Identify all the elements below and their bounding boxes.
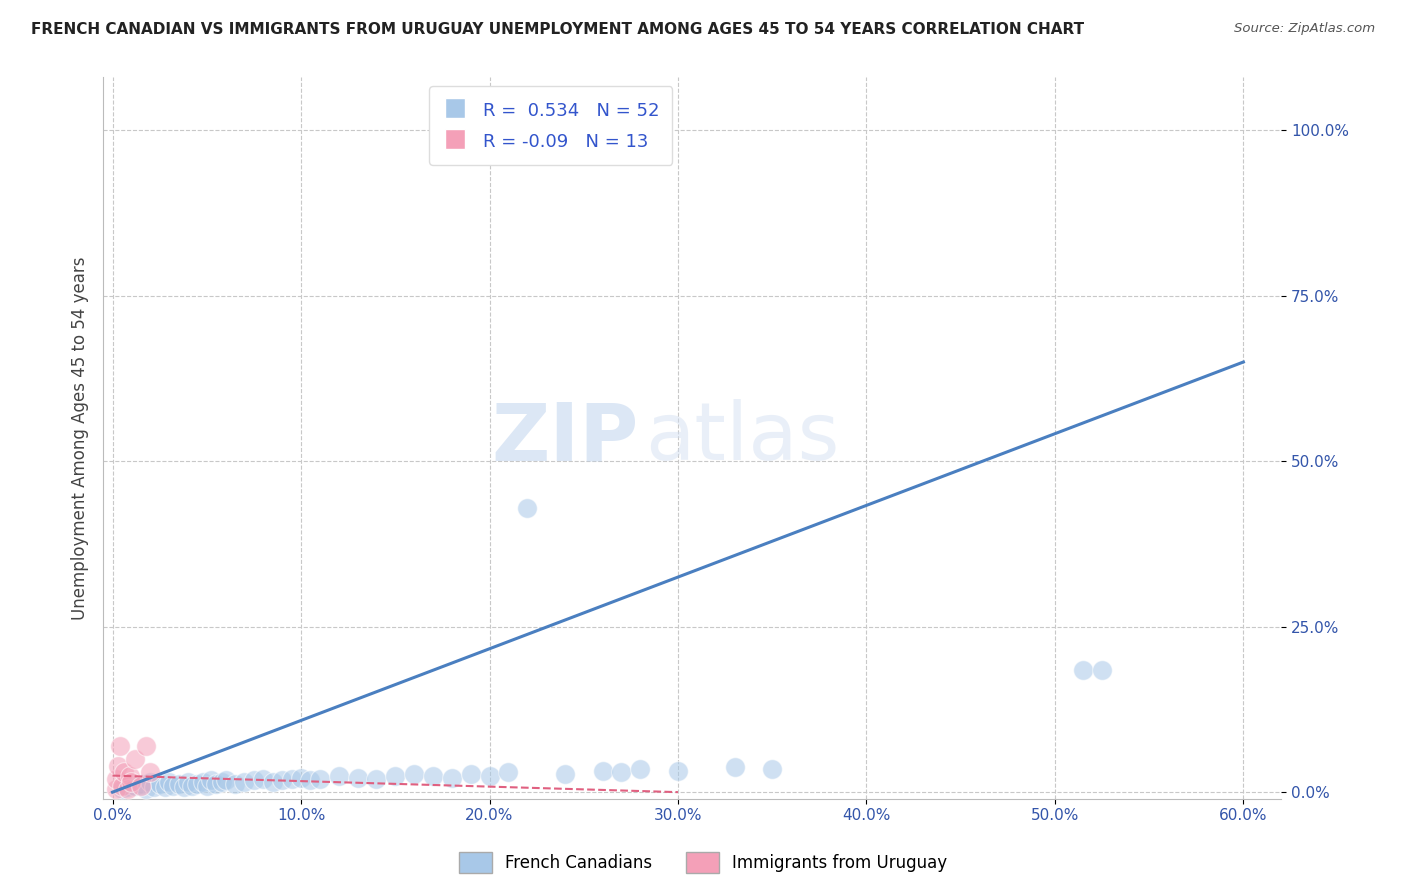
Point bbox=[1091, 663, 1114, 677]
Point bbox=[1071, 663, 1094, 677]
Point bbox=[117, 780, 139, 794]
Point bbox=[628, 762, 651, 776]
Point bbox=[129, 777, 152, 791]
Point bbox=[554, 766, 576, 780]
Point bbox=[384, 769, 406, 783]
Point bbox=[111, 779, 134, 793]
Point bbox=[186, 777, 208, 791]
Point bbox=[761, 762, 783, 776]
Point bbox=[173, 780, 195, 794]
Point bbox=[252, 772, 274, 786]
Point bbox=[105, 772, 128, 786]
Point bbox=[280, 772, 302, 786]
Point bbox=[271, 773, 294, 788]
Point bbox=[139, 775, 162, 789]
Point bbox=[516, 500, 538, 515]
Point bbox=[404, 766, 426, 780]
Point bbox=[211, 775, 233, 789]
Text: ZIP: ZIP bbox=[492, 399, 640, 477]
Point bbox=[346, 771, 368, 785]
Point bbox=[112, 765, 135, 780]
Point bbox=[191, 775, 214, 789]
Point bbox=[120, 775, 142, 789]
Point bbox=[139, 765, 162, 780]
Point bbox=[309, 772, 332, 786]
Point bbox=[478, 769, 501, 783]
Point bbox=[290, 771, 312, 785]
Point bbox=[124, 752, 146, 766]
Text: FRENCH CANADIAN VS IMMIGRANTS FROM URUGUAY UNEMPLOYMENT AMONG AGES 45 TO 54 YEAR: FRENCH CANADIAN VS IMMIGRANTS FROM URUGU… bbox=[31, 22, 1084, 37]
Point bbox=[233, 775, 256, 789]
Point bbox=[422, 769, 444, 783]
Point bbox=[117, 781, 139, 796]
Point bbox=[108, 739, 131, 753]
Point bbox=[107, 758, 129, 772]
Point bbox=[105, 781, 128, 796]
Point bbox=[195, 779, 218, 793]
Point bbox=[143, 780, 166, 794]
Point bbox=[666, 764, 689, 778]
Point bbox=[167, 777, 190, 791]
Point bbox=[610, 765, 633, 780]
Point bbox=[723, 760, 745, 774]
Y-axis label: Unemployment Among Ages 45 to 54 years: Unemployment Among Ages 45 to 54 years bbox=[72, 256, 89, 620]
Point bbox=[440, 771, 463, 785]
Point bbox=[328, 769, 350, 783]
Point bbox=[111, 781, 134, 796]
Point bbox=[129, 779, 152, 793]
Point bbox=[262, 775, 284, 789]
Legend: French Canadians, Immigrants from Uruguay: French Canadians, Immigrants from Urugua… bbox=[451, 846, 955, 880]
Text: atlas: atlas bbox=[645, 399, 839, 477]
Point bbox=[592, 764, 614, 778]
Point bbox=[124, 779, 146, 793]
Legend: R =  0.534   N = 52, R = -0.09   N = 13: R = 0.534 N = 52, R = -0.09 N = 13 bbox=[429, 87, 672, 165]
Point bbox=[149, 777, 172, 791]
Point bbox=[118, 769, 141, 783]
Point bbox=[135, 739, 157, 753]
Point bbox=[214, 773, 236, 788]
Point bbox=[299, 773, 322, 788]
Point bbox=[155, 780, 177, 794]
Text: Source: ZipAtlas.com: Source: ZipAtlas.com bbox=[1234, 22, 1375, 36]
Point bbox=[498, 765, 520, 780]
Point bbox=[200, 773, 222, 788]
Point bbox=[180, 779, 202, 793]
Point bbox=[243, 773, 266, 788]
Point bbox=[205, 777, 228, 791]
Point bbox=[366, 772, 388, 786]
Point bbox=[162, 779, 184, 793]
Point bbox=[157, 775, 180, 789]
Point bbox=[177, 775, 200, 789]
Point bbox=[135, 781, 157, 796]
Point bbox=[460, 766, 482, 780]
Point bbox=[224, 777, 246, 791]
